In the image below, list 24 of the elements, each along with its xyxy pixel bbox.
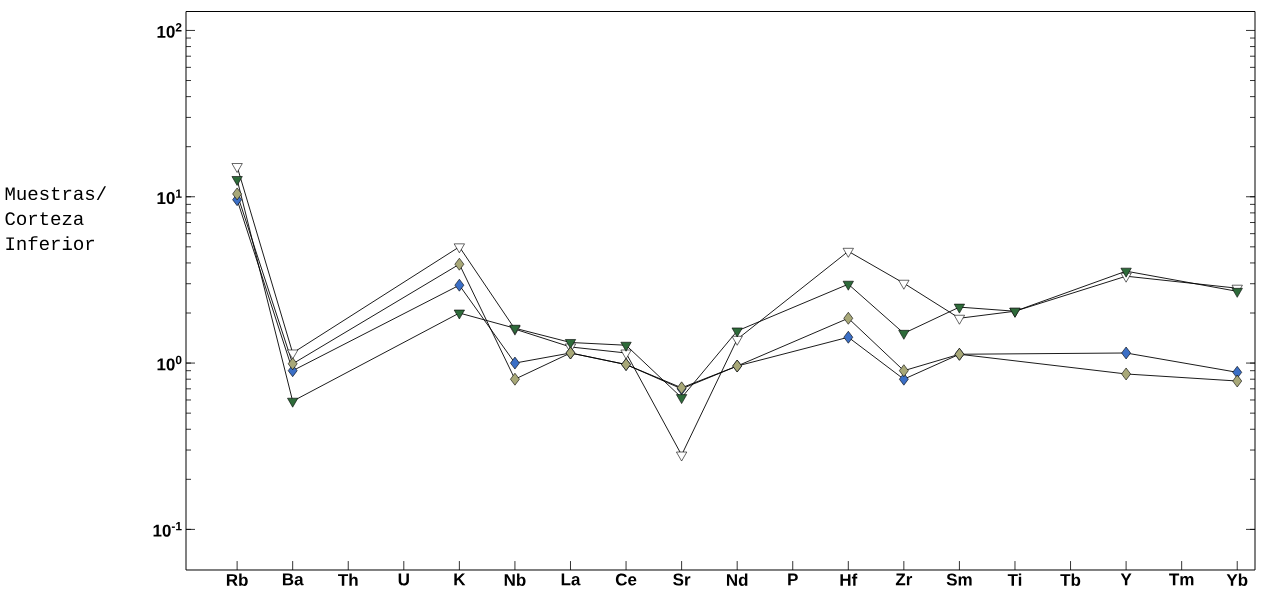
x-tick-label: Nd — [726, 573, 748, 587]
x-tick-label: Nb — [504, 573, 526, 587]
y-tick-label: 10$^{1}$ — [157, 189, 182, 205]
x-tick-label: K — [454, 573, 466, 586]
y-axis-title: Muestras/ Corteza Inferior — [5, 186, 107, 251]
x-tick-label: Sm — [946, 573, 972, 586]
x-tick-label: Rb — [226, 573, 248, 587]
x-tick-label: Y — [1120, 573, 1132, 586]
x-tick-label: P — [788, 573, 798, 586]
x-tick-label: Hf — [840, 573, 858, 586]
x-tick-label: Tb — [1060, 573, 1081, 587]
x-tick-label: Ba — [282, 573, 304, 586]
y-tick-label: 10$^{2}$ — [157, 23, 182, 38]
x-tick-label: Sr — [673, 573, 691, 586]
x-tick-label: U — [398, 573, 409, 586]
y-tick-label: 10$^{-1}$ — [153, 522, 182, 537]
x-tick-label: Tm — [1169, 573, 1194, 586]
x-tick-label: Ti — [1007, 573, 1022, 586]
x-tick-label: Yb — [1226, 573, 1248, 587]
x-tick-label: Zr — [895, 573, 913, 586]
x-tick-label: Ce — [615, 573, 637, 586]
x-tick-label: Th — [338, 573, 358, 586]
x-tick-label: La — [561, 573, 581, 586]
y-tick-label: 10$^{0}$ — [157, 355, 182, 371]
